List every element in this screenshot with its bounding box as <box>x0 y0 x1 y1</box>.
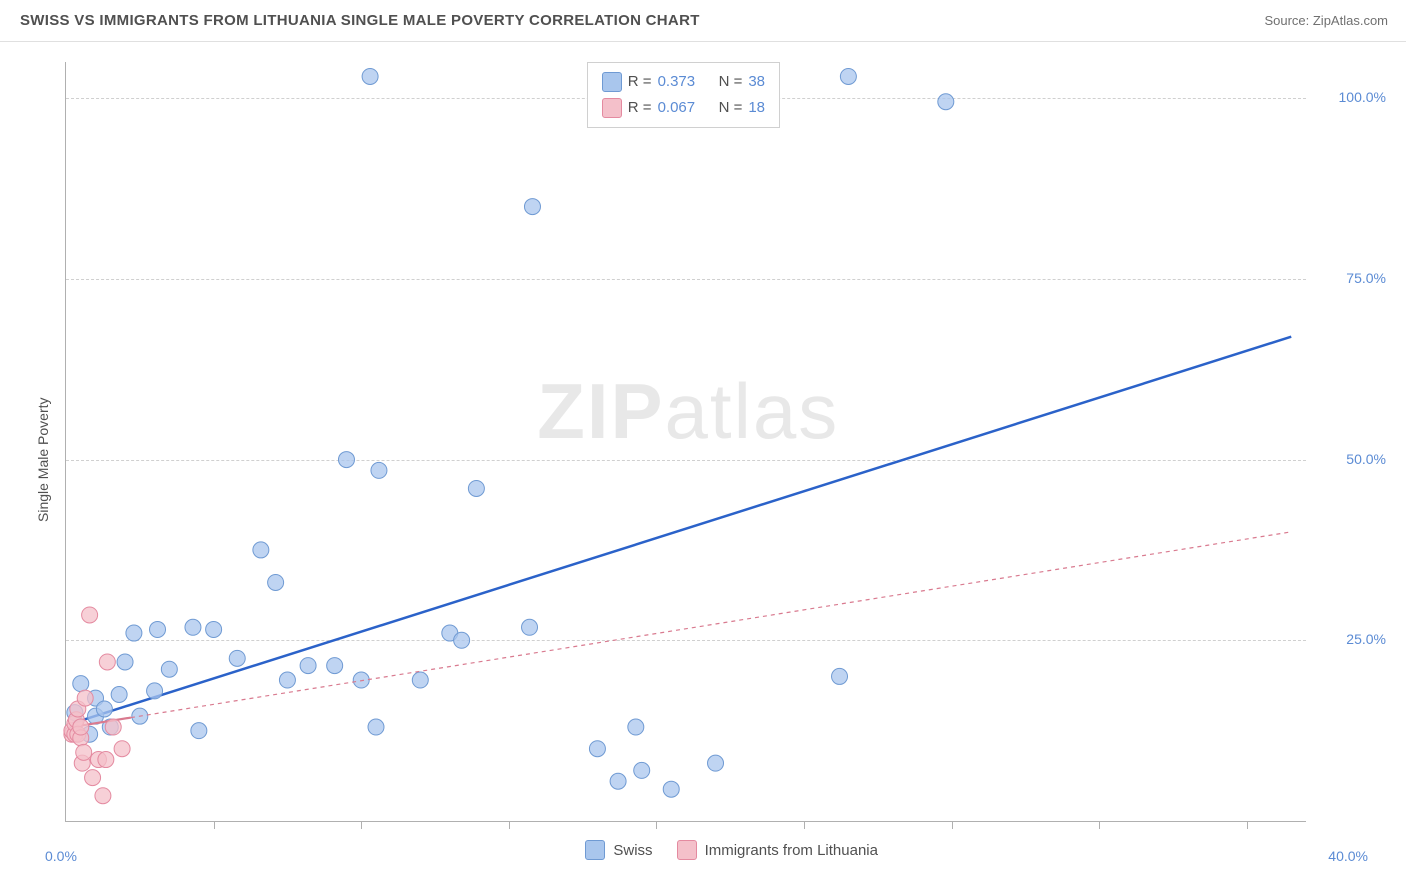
legend-swatch-lithuania <box>677 840 697 860</box>
scatter-point <box>150 621 166 637</box>
scatter-point <box>840 68 856 84</box>
legend-swatch-pink <box>602 98 622 118</box>
legend-item-lithuania: Immigrants from Lithuania <box>677 840 878 860</box>
scatter-point <box>338 452 354 468</box>
x-tick <box>1247 821 1248 829</box>
scatter-point <box>327 658 343 674</box>
scatter-point <box>105 719 121 735</box>
scatter-point <box>362 68 378 84</box>
scatter-point <box>522 619 538 635</box>
scatter-point <box>524 199 540 215</box>
legend-stats-row-1: R = 0.067 N = 18 <box>602 95 765 121</box>
scatter-point <box>368 719 384 735</box>
scatter-point <box>708 755 724 771</box>
legend-stats-row-0: R = 0.373 N = 38 <box>602 69 765 95</box>
chart-source: Source: ZipAtlas.com <box>1264 13 1388 28</box>
scatter-point <box>98 752 114 768</box>
scatter-point <box>229 650 245 666</box>
scatter-point <box>628 719 644 735</box>
scatter-point <box>99 654 115 670</box>
y-axis-label: Single Male Poverty <box>35 397 51 522</box>
chart-area: Single Male Poverty ZIPatlas R = 0.373 N… <box>45 42 1396 862</box>
scatter-point <box>73 676 89 692</box>
scatter-point <box>468 480 484 496</box>
scatter-point <box>73 719 89 735</box>
scatter-point <box>454 632 470 648</box>
legend-swatch-blue <box>602 72 622 92</box>
x-tick <box>509 821 510 829</box>
x-tick <box>214 821 215 829</box>
x-tick <box>804 821 805 829</box>
scatter-point <box>82 607 98 623</box>
y-tick-label: 25.0% <box>1346 631 1386 647</box>
scatter-point <box>300 658 316 674</box>
scatter-point <box>114 741 130 757</box>
scatter-point <box>371 462 387 478</box>
scatter-point <box>663 781 679 797</box>
x-tick <box>656 821 657 829</box>
legend-item-swiss: Swiss <box>585 840 652 860</box>
scatter-point <box>412 672 428 688</box>
legend-stats: R = 0.373 N = 38 R = 0.067 N = 18 <box>587 62 780 128</box>
legend-series: Swiss Immigrants from Lithuania <box>585 840 878 860</box>
scatter-point <box>96 701 112 717</box>
x-tick <box>952 821 953 829</box>
chart-header: SWISS VS IMMIGRANTS FROM LITHUANIA SINGL… <box>0 0 1406 42</box>
scatter-point <box>353 672 369 688</box>
legend-swatch-swiss <box>585 840 605 860</box>
scatter-point <box>76 744 92 760</box>
legend-label-swiss: Swiss <box>613 842 652 859</box>
scatter-point <box>253 542 269 558</box>
scatter-point <box>126 625 142 641</box>
scatter-point <box>95 788 111 804</box>
x-tick-left: 0.0% <box>45 848 77 864</box>
scatter-point <box>147 683 163 699</box>
x-tick-right: 40.0% <box>1328 848 1368 864</box>
scatter-svg <box>66 62 1306 821</box>
scatter-point <box>279 672 295 688</box>
scatter-point <box>161 661 177 677</box>
scatter-point <box>634 762 650 778</box>
scatter-point <box>111 687 127 703</box>
scatter-point <box>77 690 93 706</box>
scatter-point <box>117 654 133 670</box>
plot-area: ZIPatlas R = 0.373 N = 38 R = 0.067 N = … <box>65 62 1306 822</box>
scatter-point <box>938 94 954 110</box>
legend-label-lithuania: Immigrants from Lithuania <box>705 842 878 859</box>
scatter-point <box>268 574 284 590</box>
y-tick-label: 75.0% <box>1346 270 1386 286</box>
x-tick <box>361 821 362 829</box>
y-tick-label: 100.0% <box>1339 89 1386 105</box>
scatter-point <box>589 741 605 757</box>
y-tick-label: 50.0% <box>1346 451 1386 467</box>
x-tick <box>1099 821 1100 829</box>
scatter-point <box>185 619 201 635</box>
scatter-point <box>610 773 626 789</box>
scatter-point <box>191 723 207 739</box>
scatter-point <box>832 668 848 684</box>
scatter-point <box>206 621 222 637</box>
scatter-point <box>85 770 101 786</box>
chart-title: SWISS VS IMMIGRANTS FROM LITHUANIA SINGL… <box>20 12 700 29</box>
